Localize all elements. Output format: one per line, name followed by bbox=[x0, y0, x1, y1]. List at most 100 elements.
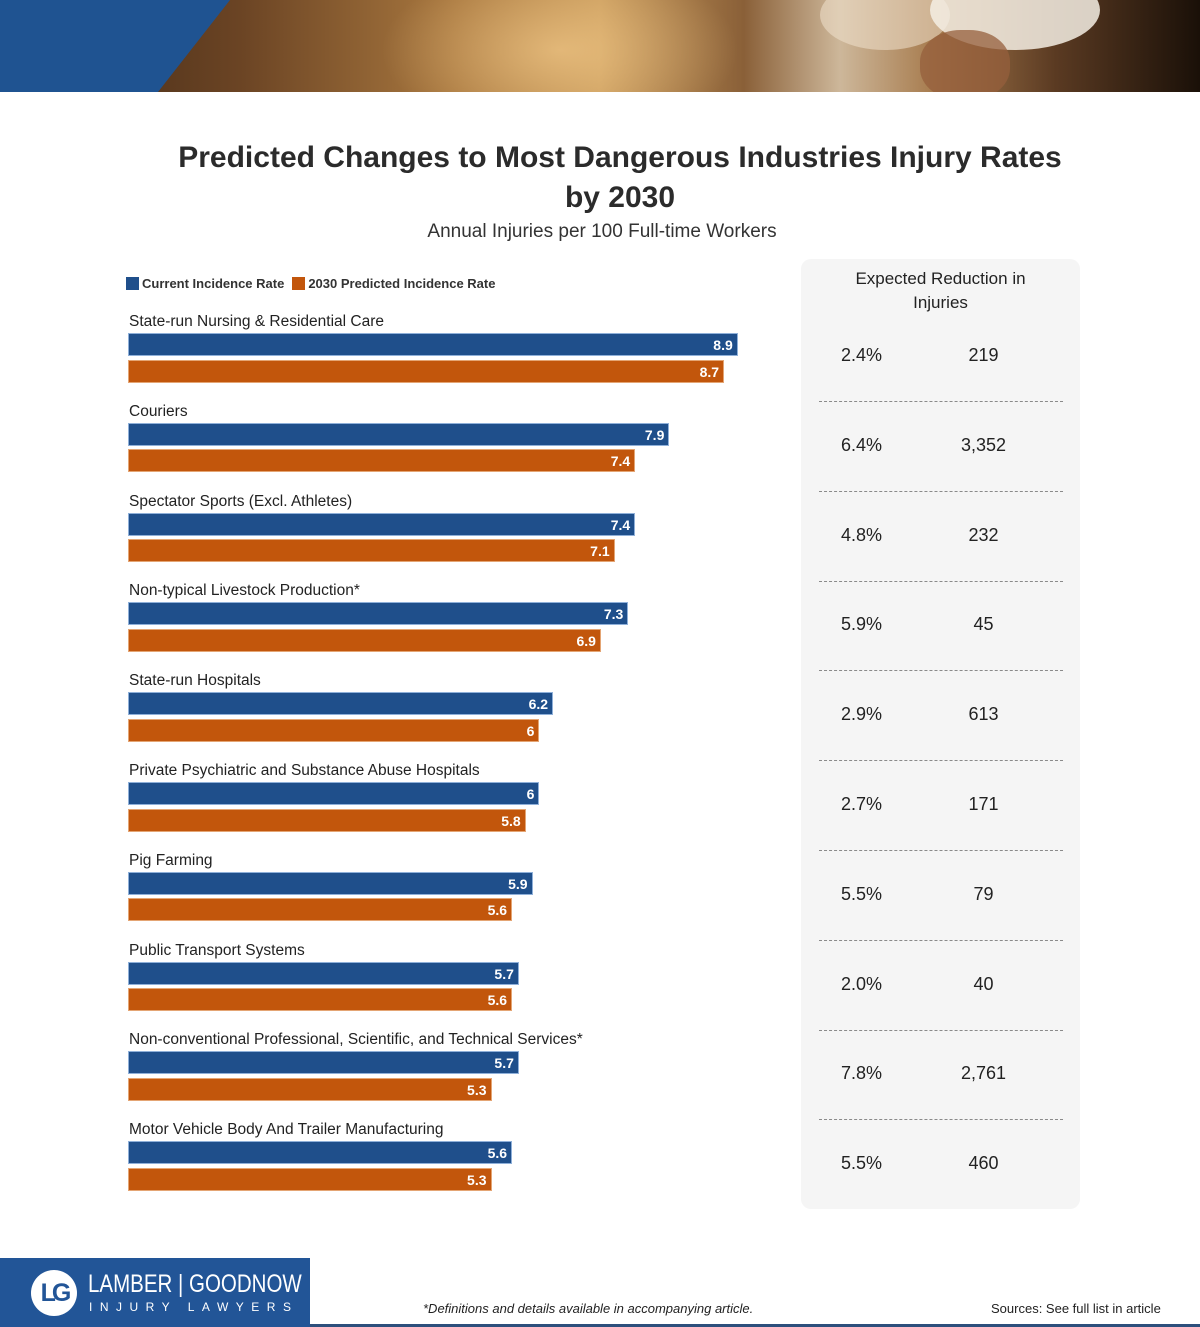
bar-predicted-rate: 5.8 bbox=[128, 808, 526, 832]
bar-predicted-rate: 7.1 bbox=[128, 539, 615, 563]
legend-swatch-predicted bbox=[292, 277, 306, 290]
banner-worker bbox=[920, 30, 1010, 92]
category-label: Couriers bbox=[129, 402, 188, 420]
bar-value-label: 7.4 bbox=[610, 453, 631, 470]
bar-value-label: 5.9 bbox=[508, 875, 528, 892]
bar-current-rate: 5.9 bbox=[128, 871, 533, 895]
reduction-row: 7.8% 2,761 bbox=[801, 1063, 1080, 1153]
reduction-row: 5.5% 79 bbox=[801, 884, 1080, 974]
bar-value-label: 5.7 bbox=[494, 965, 514, 982]
bar-value-label: 5.6 bbox=[487, 1145, 508, 1162]
bar-predicted-rate: 6 bbox=[128, 718, 540, 742]
category-label: State-run Nursing & Residential Care bbox=[129, 313, 385, 330]
reduction-percent: 2.7% bbox=[841, 794, 883, 814]
bar-value-label: 8.9 bbox=[713, 337, 733, 353]
category-label: Non-conventional Professional, Scientifi… bbox=[129, 1031, 583, 1049]
legend-item-predicted: 2030 Predicted Incidence Rate bbox=[292, 276, 495, 291]
logo-mark-icon: LG bbox=[31, 1270, 77, 1316]
bar-current-rate: 8.9 bbox=[128, 333, 738, 356]
category-label: Non-typical Livestock Production* bbox=[129, 582, 360, 600]
chart-legend: Current Incidence Rate 2030 Predicted In… bbox=[126, 276, 503, 291]
category-label: Spectator Sports (Excl. Athletes) bbox=[129, 492, 353, 510]
legend-item-current: Current Incidence Rate bbox=[126, 276, 284, 291]
bar-value-label: 7.9 bbox=[644, 426, 665, 443]
bar-value-label: 5.3 bbox=[467, 1171, 487, 1188]
bar-chart: State-run Nursing & Residential Care 8.9 8… bbox=[128, 313, 738, 1191]
reduction-percent: 2.9% bbox=[841, 704, 883, 725]
bar-current-rate: 7.9 bbox=[128, 422, 670, 446]
reduction-percent: 7.8% bbox=[841, 1063, 883, 1084]
row-divider bbox=[819, 850, 1063, 851]
bar-current-rate: 5.6 bbox=[128, 1141, 513, 1165]
bar-value-label: 5.6 bbox=[487, 902, 508, 919]
reduction-percent: 6.4% bbox=[841, 434, 883, 455]
bar-value-label: 5.6 bbox=[487, 992, 508, 1009]
reduction-percent: 5.9% bbox=[841, 614, 883, 635]
legend-label-current: Current Incidence Rate bbox=[142, 276, 285, 291]
row-divider bbox=[819, 401, 1063, 402]
bar-value-label: 6 bbox=[526, 786, 535, 802]
bar-value-label: 7.4 bbox=[610, 516, 631, 533]
reduction-row: 2.4% 219 bbox=[801, 345, 1080, 435]
bar-value-label: 6.9 bbox=[576, 632, 596, 649]
row-divider bbox=[819, 1029, 1063, 1031]
legend-swatch-current bbox=[126, 277, 139, 290]
reduction-row: 5.9% 45 bbox=[801, 614, 1080, 704]
bar-value-label: 7.1 bbox=[590, 543, 610, 560]
bar-predicted-rate: 5.3 bbox=[128, 1077, 492, 1101]
reduction-count: 40 bbox=[973, 973, 994, 994]
row-divider bbox=[819, 580, 1063, 582]
row-divider bbox=[819, 1119, 1063, 1121]
category-label: Private Psychiatric and Substance Abuse … bbox=[129, 762, 480, 779]
header-banner-photo bbox=[0, 0, 1200, 92]
bar-current-rate: 5.7 bbox=[128, 961, 519, 985]
reduction-count: 2,761 bbox=[960, 1063, 1007, 1084]
row-divider bbox=[819, 490, 1063, 492]
bar-predicted-rate: 7.4 bbox=[128, 449, 636, 473]
company-logo[interactable]: LG LAMBER | GOODNOW INJURY LAWYERS bbox=[0, 1258, 310, 1327]
category-label: State-run Hospitals bbox=[129, 672, 261, 690]
reduction-row: 2.9% 613 bbox=[801, 704, 1080, 794]
bar-value-label: 5.7 bbox=[494, 1055, 514, 1072]
reduction-row: 4.8% 232 bbox=[801, 525, 1080, 615]
footnote: *Definitions and details available in ac… bbox=[423, 1301, 754, 1316]
reduction-row: 2.0% 40 bbox=[801, 974, 1080, 1064]
bar-current-rate: 6 bbox=[128, 782, 540, 805]
reduction-count: 613 bbox=[968, 704, 999, 725]
panel-heading: Expected Reduction in Injuries bbox=[855, 269, 1026, 312]
logo-name: LAMBER | GOODNOW bbox=[88, 1270, 302, 1298]
reduction-count: 219 bbox=[968, 345, 999, 365]
reduction-row: 5.5% 460 bbox=[801, 1153, 1080, 1243]
expected-reduction-panel: Expected Reduction in Injuries 2.4% 219 6.… bbox=[801, 259, 1080, 1209]
reduction-row: 2.7% 171 bbox=[801, 794, 1080, 884]
reduction-percent: 4.8% bbox=[841, 524, 883, 545]
reduction-count: 460 bbox=[968, 1153, 999, 1174]
reduction-percent: 5.5% bbox=[841, 1153, 883, 1174]
logo-tagline: INJURY LAWYERS bbox=[89, 1300, 299, 1314]
bar-current-rate: 7.3 bbox=[128, 602, 629, 626]
category-label: Motor Vehicle Body And Trailer Manufactu… bbox=[129, 1121, 444, 1139]
reduction-count: 45 bbox=[973, 614, 994, 635]
bar-predicted-rate: 5.3 bbox=[128, 1167, 492, 1191]
bar-current-rate: 6.2 bbox=[128, 692, 554, 716]
reduction-percent: 2.4% bbox=[841, 345, 883, 365]
bar-predicted-rate: 8.7 bbox=[128, 359, 725, 383]
row-divider bbox=[819, 939, 1063, 941]
bar-current-rate: 7.4 bbox=[128, 512, 636, 536]
row-divider bbox=[819, 760, 1063, 762]
bar-predicted-rate: 5.6 bbox=[128, 988, 513, 1012]
bar-value-label: 5.3 bbox=[467, 1081, 487, 1098]
sources-note: Sources: See full list in article bbox=[991, 1301, 1161, 1316]
bar-current-rate: 5.7 bbox=[128, 1051, 519, 1075]
reduction-percent: 2.0% bbox=[841, 973, 883, 994]
bar-value-label: 7.3 bbox=[603, 606, 624, 623]
reduction-row: 6.4% 3,352 bbox=[801, 435, 1080, 525]
bar-value-label: 5.8 bbox=[501, 812, 521, 829]
bar-predicted-rate: 5.6 bbox=[128, 898, 513, 922]
chart-title: Predicted Changes to Most Dangerous Indu… bbox=[178, 141, 1062, 214]
banner-light-glow bbox=[380, 0, 740, 92]
legend-label-predicted: 2030 Predicted Incidence Rate bbox=[308, 276, 496, 291]
bar-value-label: 6.2 bbox=[528, 696, 549, 713]
reduction-count: 232 bbox=[968, 524, 999, 545]
chart-subtitle: Annual Injuries per 100 Full-time Worker… bbox=[427, 221, 777, 242]
